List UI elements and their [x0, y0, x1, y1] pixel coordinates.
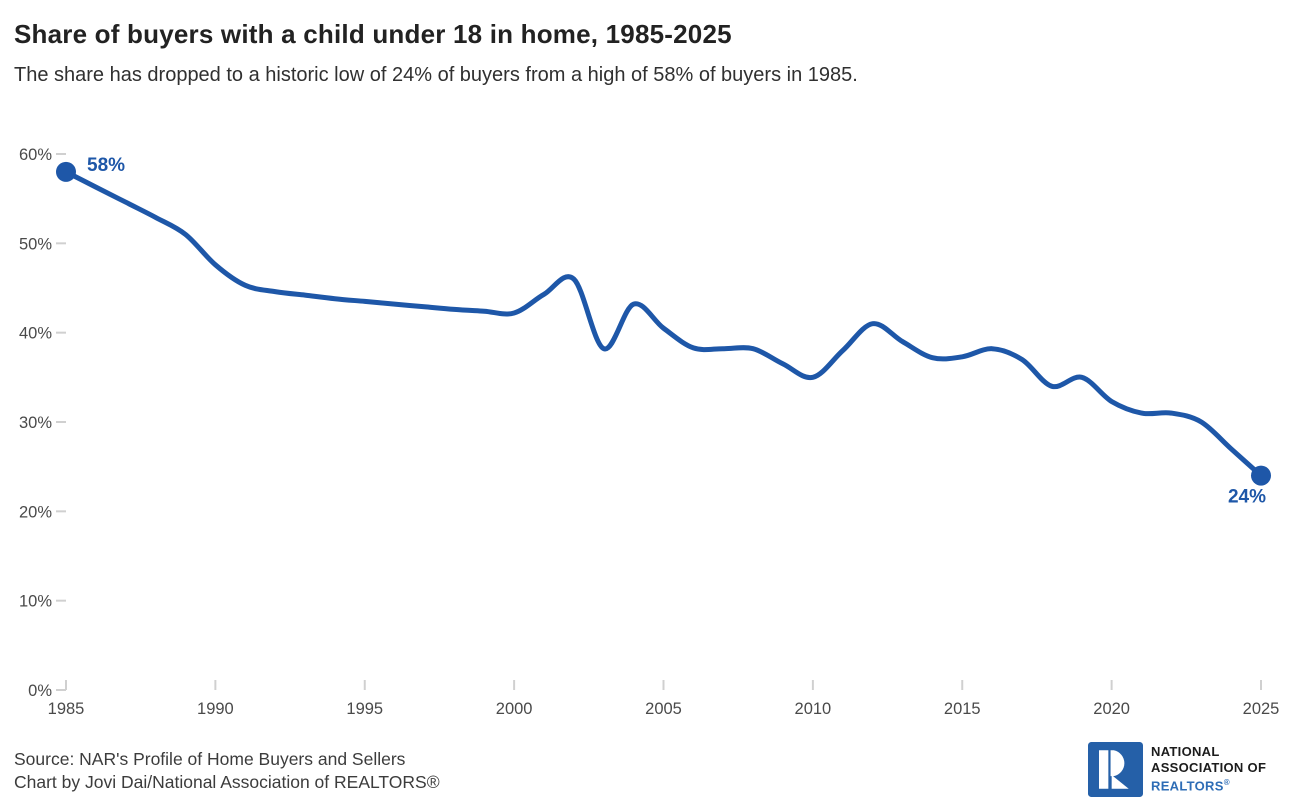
y-axis-tick-label: 60% — [19, 146, 52, 164]
nar-logo-text: NATIONAL ASSOCIATION OF REALTORS® — [1151, 744, 1266, 794]
x-axis-tick-label: 2000 — [496, 700, 533, 718]
x-axis-tick-label: 1985 — [48, 700, 85, 718]
source-line: Source: NAR's Profile of Home Buyers and… — [14, 749, 406, 769]
y-axis-tick-label: 0% — [28, 682, 52, 700]
credit-line: Chart by Jovi Dai/National Association o… — [14, 772, 440, 792]
data-line — [63, 169, 1264, 479]
realtors-label: REALTORS® — [1151, 778, 1230, 794]
y-axis-tick-label: 40% — [19, 325, 52, 343]
y-axis-tick-label: 10% — [19, 593, 52, 611]
x-axis-tick-label: 2005 — [645, 700, 682, 718]
start-point-marker — [56, 161, 76, 182]
nar-logo-icon — [1088, 741, 1143, 797]
x-axis-tick-label: 2020 — [1093, 700, 1130, 718]
value-annotation: 58% — [87, 155, 125, 176]
x-axis-tick-label: 1990 — [197, 700, 234, 718]
value-annotation: 24% — [1228, 487, 1266, 508]
y-axis-tick-label: 30% — [19, 414, 52, 432]
y-axis-tick-label: 50% — [19, 235, 52, 253]
y-axis-tick-label: 20% — [19, 503, 52, 521]
x-axis-tick-label: 1995 — [346, 700, 383, 718]
end-point-marker — [1251, 465, 1271, 486]
page-title: Share of buyers with a child under 18 in… — [14, 19, 732, 49]
nar-logo-line1: NATIONAL — [1151, 744, 1220, 760]
source-block: Source: NAR's Profile of Home Buyers and… — [14, 748, 440, 794]
nar-logo: NATIONAL ASSOCIATION OF REALTORS® — [1088, 741, 1288, 797]
x-axis-tick-label: 2015 — [944, 700, 981, 718]
x-axis-tick-label: 2010 — [795, 700, 832, 718]
x-axis-tick-label: 2025 — [1243, 700, 1280, 718]
page-subtitle: The share has dropped to a historic low … — [14, 64, 858, 86]
nar-logo-line2: ASSOCIATION OF — [1151, 759, 1267, 775]
